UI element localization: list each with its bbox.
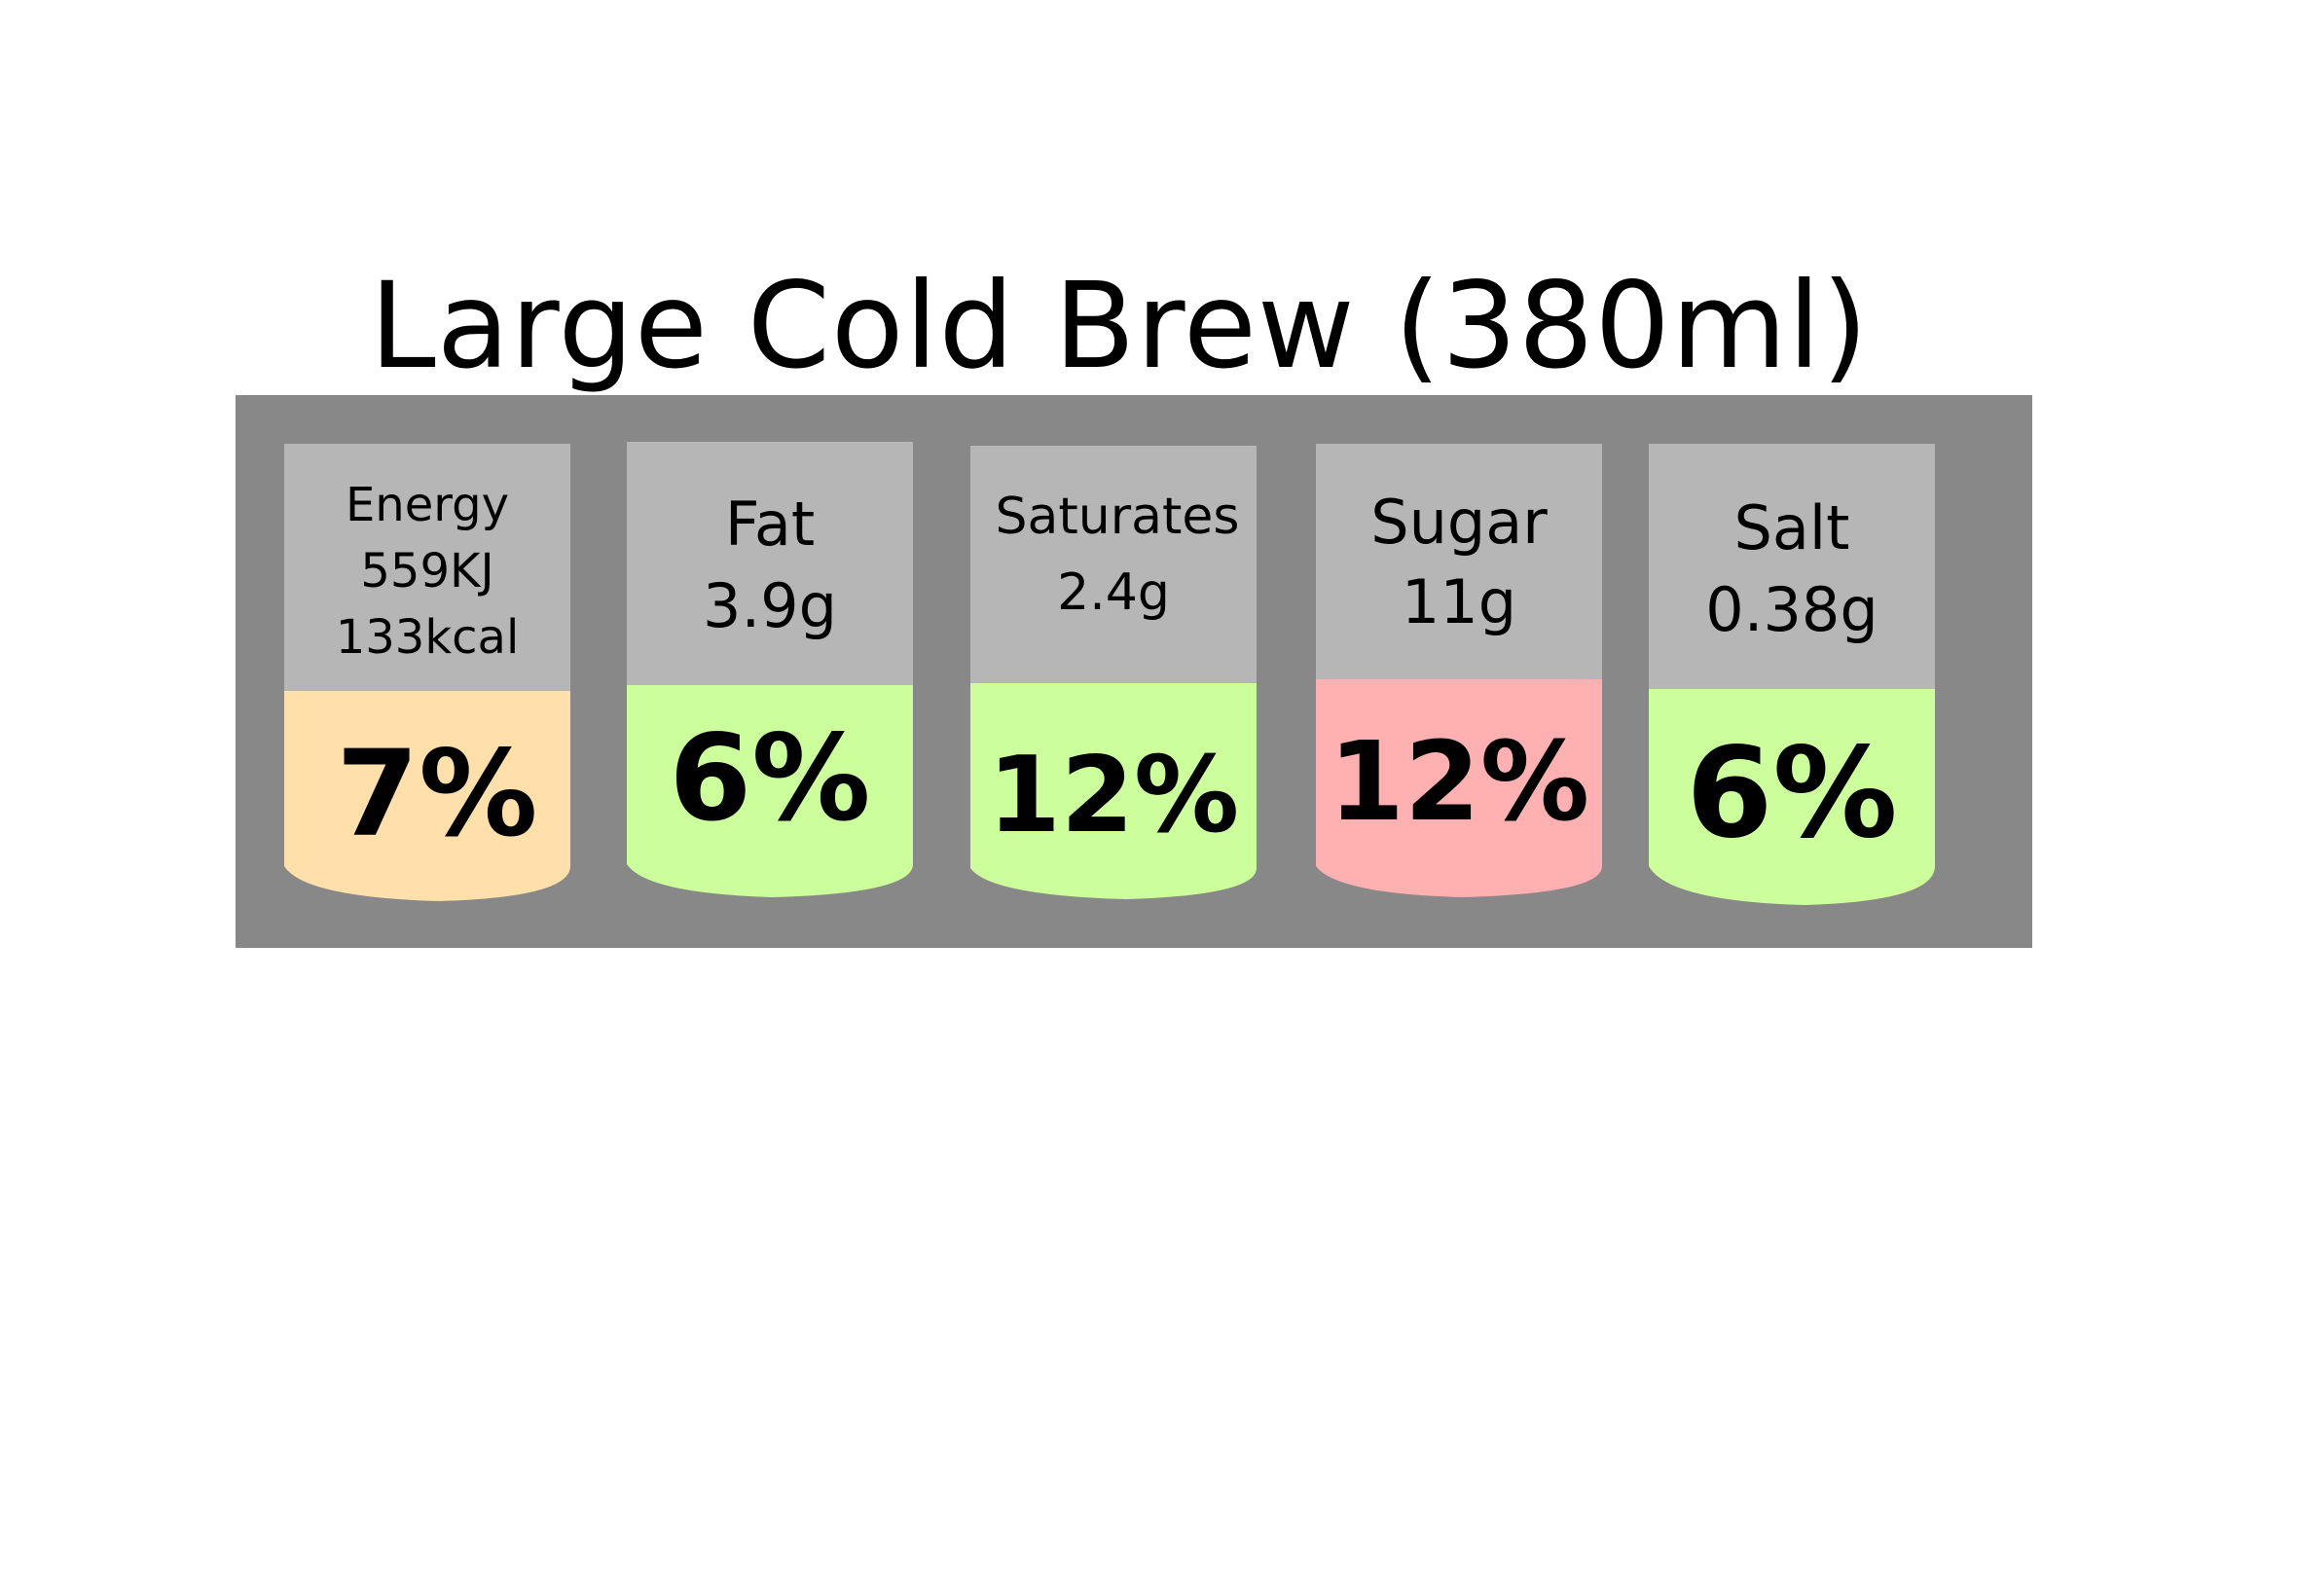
nutrient-percent: 7% (336, 725, 538, 863)
nutrient-card-fat: Fat 3.9g 6% (627, 442, 913, 899)
card-shape (970, 446, 1257, 899)
nutrient-card-energy: Energy 559KJ 133kcal 7% (284, 444, 570, 901)
nutrient-amount: 0.38g (1705, 574, 1878, 645)
product-title: Large Cold Brew (380ml) (369, 257, 1870, 395)
nutrient-percent: 12% (1328, 719, 1590, 846)
nutrient-percent: 6% (1686, 721, 1898, 866)
nutrient-name: Sugar (1370, 487, 1548, 558)
nutrient-amount: 2.4g (1057, 563, 1170, 622)
nutrient-amount: 3.9g (703, 570, 837, 641)
nutrient-name: Fat (724, 489, 816, 560)
nutrient-amount: 11g (1401, 566, 1517, 637)
nutrient-card-sugar: Sugar 11g 12% (1316, 444, 1602, 901)
nutrient-card-salt: Salt 0.38g 6% (1649, 444, 1935, 905)
card-shape (627, 442, 913, 897)
card-shape (1649, 444, 1935, 905)
card-shape (1316, 444, 1602, 897)
nutrient-amount-kcal: 133kcal (335, 610, 520, 665)
nutrient-name: Salt (1733, 492, 1850, 563)
nutrient-percent: 6% (669, 709, 871, 848)
nutrient-name: Energy (345, 478, 510, 532)
nutrient-card-saturates: Saturates 2.4g 12% (970, 446, 1257, 903)
card-shape (284, 444, 570, 901)
nutrient-amount: 559KJ (360, 544, 494, 598)
nutrient-percent: 12% (987, 735, 1240, 856)
nutrition-panel: Energy 559KJ 133kcal 7% Fat 3.9g 6% Satu… (236, 395, 2032, 948)
nutrient-name: Saturates (995, 488, 1240, 546)
